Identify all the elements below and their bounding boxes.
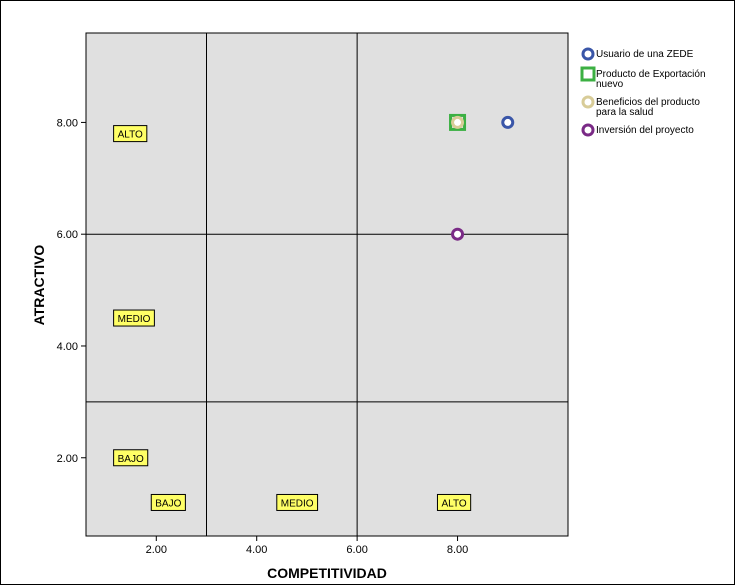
y-tick-label: 4.00 (57, 341, 78, 353)
zone-label-text: ALTO (441, 498, 466, 509)
legend-item: Inversión del proyecto (581, 123, 694, 137)
zone-label-box (113, 449, 149, 467)
x-tick-label: 6.00 (346, 544, 367, 556)
zone-label-text: BAJO (155, 498, 181, 509)
zone-label-text: ALTO (118, 130, 143, 141)
legend-marker-square (580, 66, 596, 82)
zone-labels: ALTO MEDIO BAJO BAJO MEDIO ALTO (113, 125, 472, 511)
plot-area (85, 32, 569, 537)
zone-label-box (150, 493, 186, 511)
legend-label: para la salud (596, 107, 653, 118)
zone-label-box (436, 493, 472, 511)
point-circle (451, 115, 465, 129)
zone-label: BAJO (113, 449, 149, 467)
zone-label-text: MEDIO (118, 314, 151, 325)
y-axis-ticks: 2.00 4.00 6.00 8.00 (57, 117, 86, 465)
x-axis-title: COMPETITIVIDAD (267, 565, 387, 581)
y-tick-label: 2.00 (57, 453, 78, 465)
legend-marker-circle (581, 123, 595, 137)
point-circle (451, 227, 465, 241)
zone-label-text: BAJO (118, 454, 144, 465)
x-tick-label: 8.00 (447, 544, 468, 556)
legend-label: Producto de Exportación (596, 69, 706, 80)
legend-marker-circle (581, 95, 595, 109)
y-tick-label: 8.00 (57, 117, 78, 129)
x-tick-label: 2.00 (146, 544, 167, 556)
legend-label: Usuario de una ZEDE (596, 49, 694, 60)
zone-label-text: MEDIO (281, 498, 314, 509)
zone-label: BAJO (150, 493, 186, 511)
x-axis-ticks: 2.00 4.00 6.00 8.00 (146, 536, 468, 556)
legend-label: Beneficios del producto (596, 97, 700, 108)
legend-label: Inversión del proyecto (596, 125, 694, 136)
zone-label: ALTO (113, 125, 148, 143)
point-square (449, 113, 467, 131)
zone-label: ALTO (436, 493, 472, 511)
legend: Usuario de una ZEDE Producto de Exportaci… (580, 47, 706, 137)
zone-label-box (113, 125, 148, 143)
legend-label: nuevo (596, 79, 624, 90)
zone-label-box (113, 309, 155, 327)
zone-label: MEDIO (276, 493, 319, 511)
legend-marker-circle (581, 47, 595, 61)
y-axis-title: ATRACTIVO (31, 245, 47, 326)
legend-item: Usuario de una ZEDE (581, 47, 694, 61)
x-tick-label: 4.00 (246, 544, 267, 556)
zone-label-box (276, 493, 319, 511)
y-tick-label: 6.00 (57, 229, 78, 241)
point-circle (501, 115, 515, 129)
quadrant-dividers (86, 33, 568, 536)
data-points (449, 113, 515, 241)
zone-label: MEDIO (113, 309, 155, 327)
